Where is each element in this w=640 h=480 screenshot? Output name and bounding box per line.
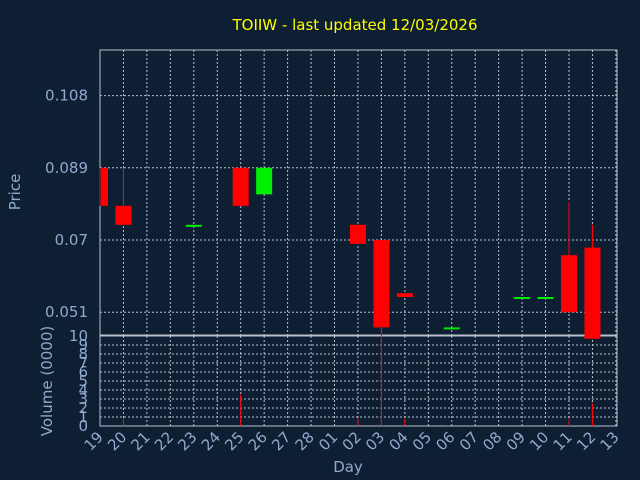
volume-tick-label: 7	[78, 354, 88, 372]
x-tick-label: 22	[151, 428, 177, 454]
candle-body	[373, 240, 390, 328]
price-tick-label: 0.108	[45, 87, 88, 105]
candles	[99, 167, 601, 339]
x-tick-label: 12	[573, 428, 599, 454]
price-plot-frame	[99, 49, 618, 336]
price-axis-title: Price	[6, 174, 24, 211]
x-tick-label: 02	[339, 428, 365, 454]
candle-body	[256, 167, 273, 195]
price-tick-label: 0.089	[45, 159, 88, 177]
x-tick-label: 04	[385, 428, 411, 454]
x-tick-label: 01	[315, 428, 341, 454]
candle-body	[584, 247, 601, 339]
volume-grid	[100, 336, 617, 426]
volume-tick-label: 8	[78, 345, 88, 363]
x-ticks: 1920212223242526272801020304050607080910…	[81, 428, 623, 454]
volume-tick-label: 5	[78, 372, 88, 390]
candle-body	[232, 167, 249, 206]
x-tick-label: 13	[596, 428, 622, 454]
volume-tick-label: 1	[78, 408, 88, 426]
price-grid	[100, 50, 617, 335]
candle-body	[561, 255, 577, 313]
candle-body	[101, 167, 108, 206]
x-tick-label: 06	[432, 428, 458, 454]
x-tick-label: 20	[104, 428, 130, 454]
x-tick-label: 08	[479, 428, 505, 454]
price-tick-label: 0.07	[55, 231, 88, 249]
candle-body	[115, 205, 132, 225]
volume-tick-label: 10	[69, 327, 88, 345]
candle-body	[443, 327, 460, 330]
x-axis-title: Day	[333, 458, 363, 476]
candle-body	[185, 224, 202, 227]
candle-body	[349, 224, 366, 244]
volume-bars	[122, 336, 593, 426]
x-tick-label: 26	[245, 428, 271, 454]
volume-tick-label: 6	[78, 363, 88, 381]
price-y-ticks: 0.108 0.089 0.07 0.051	[45, 87, 88, 322]
volume-tick-label: 4	[78, 381, 88, 399]
x-tick-label: 05	[409, 428, 435, 454]
x-tick-label: 24	[198, 428, 224, 454]
x-tick-label: 03	[362, 428, 388, 454]
x-tick-label: 27	[268, 428, 294, 454]
price-tick-label: 0.051	[45, 303, 88, 321]
candle-body	[514, 297, 531, 299]
x-tick-label: 10	[526, 428, 552, 454]
chart-title: TOIIW - last updated 12/03/2026	[231, 16, 477, 34]
candle-body	[396, 293, 413, 297]
x-tick-label: 07	[456, 428, 482, 454]
volume-tick-label: 3	[78, 390, 88, 408]
x-tick-label: 28	[292, 428, 318, 454]
volume-tick-label: 0	[78, 417, 88, 435]
x-tick-label: 23	[174, 428, 200, 454]
x-tick-label: 25	[221, 428, 247, 454]
x-tick-label: 11	[550, 428, 576, 454]
x-tick-label: 09	[503, 428, 529, 454]
x-tick-label: 21	[127, 428, 153, 454]
candle-body	[537, 297, 554, 299]
volume-tick-label: 9	[78, 336, 88, 354]
volume-tick-label: 2	[78, 399, 88, 417]
volume-axis-title: Volume (0000)	[38, 326, 56, 436]
